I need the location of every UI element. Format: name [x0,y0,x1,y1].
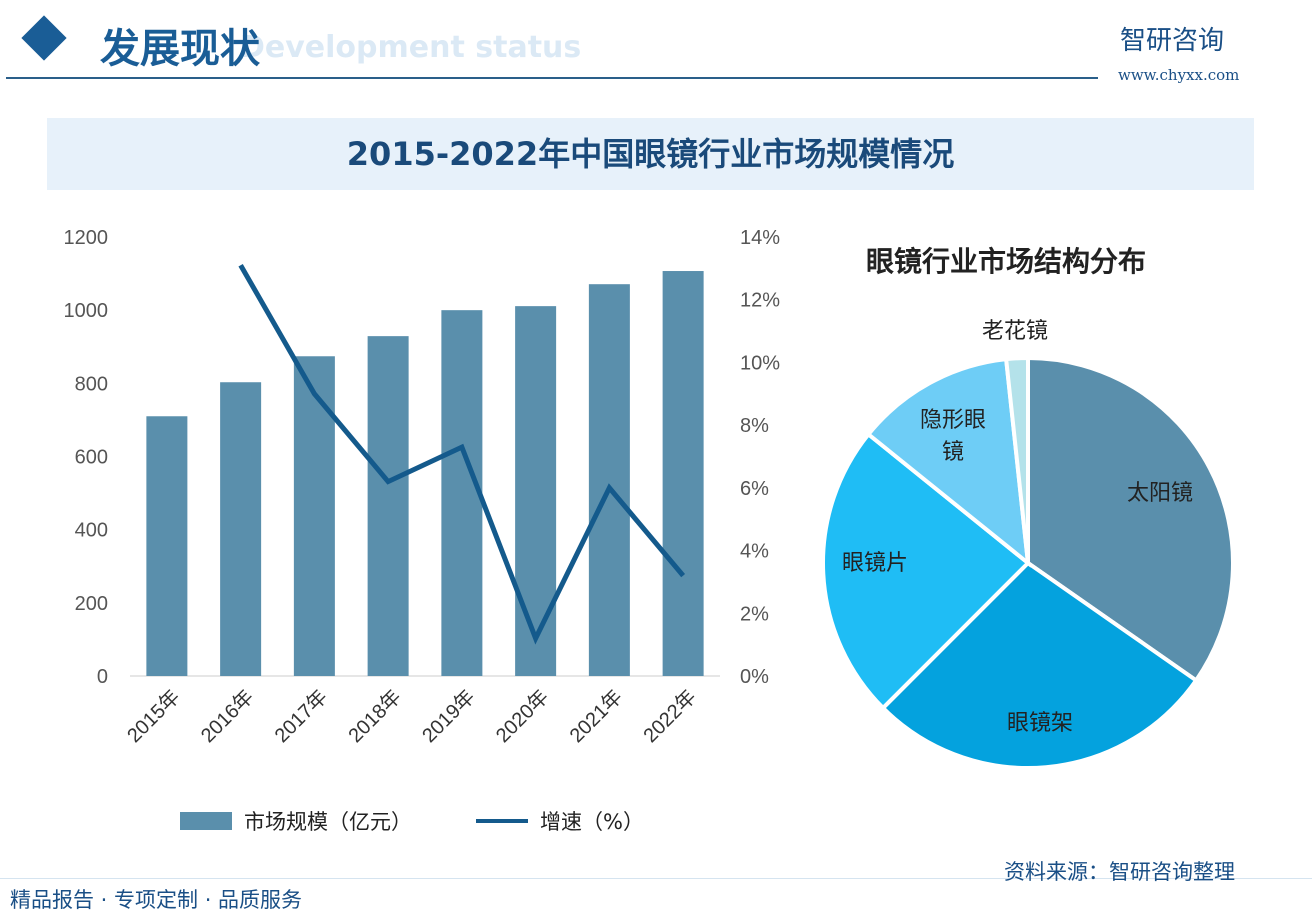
bar [220,382,262,676]
y2-tick-label: 12% [740,290,780,312]
x-tick-label: 2021年 [565,685,627,747]
footer-divider [0,878,1312,879]
legend: 市场规模（亿元） 增速（%） [180,806,644,836]
source-note: 资料来源：智研咨询整理 [1004,860,1235,884]
main-title: 2015-2022年中国眼镜行业市场规模情况 [47,118,1254,190]
y-tick-label: 1200 [64,227,109,249]
brand-logo: 智研咨询 [1120,26,1225,56]
y-tick-label: 400 [75,520,108,542]
x-tick-label: 2015年 [123,685,185,747]
x-tick-label: 2018年 [344,685,406,747]
y2-tick-label: 10% [740,352,780,374]
x-tick-label: 2022年 [639,685,701,747]
y2-tick-label: 6% [740,478,769,500]
combo-chart: 0 200 400 600 800 1000 1200 0% 2% 4% 6% 8% 10% 12% 14%… [64,227,781,747]
header-title: 发展现状 [100,26,260,72]
legend-bar-swatch [180,812,232,830]
pie-slice [821,431,1031,711]
pie-slice [865,356,1031,568]
legend-line-label: 增速（%） [540,810,644,834]
pie-slice [1026,355,1235,684]
bar [146,416,188,676]
pie-label: 眼镜片 [842,550,908,575]
brand-url: www.chyxx.com [1118,66,1240,84]
bar [293,356,335,676]
y-tick-label: 600 [75,447,108,469]
footer-slogan: 精品报告 · 专项定制 · 品质服务 [10,888,303,912]
bar [367,336,409,676]
y2-tick-label: 4% [740,541,769,563]
header-subtitle: Development status [240,30,582,65]
y-tick-label: 200 [75,593,108,615]
y2-tick-label: 0% [740,666,769,688]
y-tick-label: 1000 [64,300,109,322]
y-tick-label: 800 [75,373,108,395]
x-tick-label: 2017年 [270,685,332,747]
y2-tick-label: 8% [740,415,769,437]
pie-label: 老花镜 [982,318,1048,343]
x-tick-label: 2016年 [196,685,258,747]
pie-label: 隐形眼镜 [919,407,986,464]
pie-label: 眼镜架 [1007,710,1073,735]
bar [441,310,483,676]
x-tick-label: 2020年 [491,685,553,747]
legend-line-swatch [476,819,528,823]
pie-title: 眼镜行业市场结构分布 [866,245,1147,278]
pie-slice [880,560,1199,770]
x-tick-label: 2019年 [418,685,480,747]
legend-bar-label: 市场规模（亿元） [244,810,412,834]
pie-label: 太阳镜 [1127,480,1193,505]
y2-tick-label: 2% [740,603,769,625]
bar [588,284,630,676]
y2-tick-label: 14% [740,227,780,249]
pie-slice [1003,355,1030,564]
bar [662,271,704,676]
header-divider [6,77,1098,79]
y-tick-label: 0 [97,666,108,688]
bar [515,306,557,676]
